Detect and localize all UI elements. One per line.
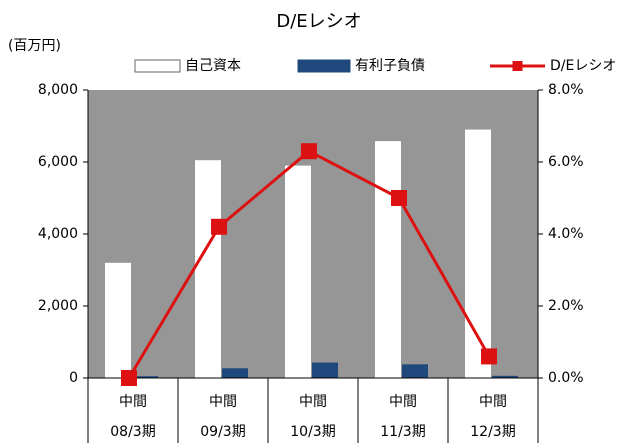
legend-label: 自己資本 bbox=[185, 58, 241, 74]
line-marker bbox=[121, 370, 137, 386]
legend-label: 有利子負債 bbox=[355, 58, 425, 74]
y2-tick-label: 6.0% bbox=[548, 154, 584, 170]
x-tick-label: 11/3期 bbox=[380, 424, 425, 440]
bar bbox=[105, 262, 131, 378]
line-marker bbox=[391, 190, 407, 206]
y-tick-label: 6,000 bbox=[38, 154, 78, 170]
y-axis-label: (百万円) bbox=[8, 38, 61, 54]
line-marker bbox=[301, 143, 317, 160]
y2-tick-label: 4.0% bbox=[548, 226, 584, 242]
y-tick-label: 0 bbox=[69, 370, 78, 386]
y2-tick-label: 0.0% bbox=[548, 370, 584, 386]
bar bbox=[492, 375, 518, 378]
x-tick-label: 10/3期 bbox=[290, 424, 335, 440]
bar bbox=[312, 362, 338, 378]
y2-tick-label: 2.0% bbox=[548, 298, 584, 314]
bar bbox=[195, 160, 221, 378]
line-marker bbox=[481, 348, 497, 365]
bar bbox=[222, 368, 248, 378]
bar bbox=[402, 364, 428, 378]
y-tick-label: 8,000 bbox=[38, 82, 78, 98]
legend-marker bbox=[512, 61, 523, 71]
bar bbox=[375, 141, 401, 378]
legend-swatch bbox=[134, 59, 181, 73]
x-tick-label: 中間 bbox=[299, 394, 327, 410]
y2-tick-label: 8.0% bbox=[548, 82, 584, 98]
y-tick-label: 2,000 bbox=[38, 298, 78, 314]
x-tick-label: 中間 bbox=[389, 394, 417, 410]
chart-title: D/Eレシオ bbox=[276, 11, 361, 32]
x-tick-label: 12/3期 bbox=[470, 424, 515, 440]
bar bbox=[285, 165, 311, 378]
x-tick-label: 09/3期 bbox=[200, 424, 245, 440]
line-marker bbox=[211, 218, 227, 235]
bar bbox=[465, 129, 491, 378]
y-tick-label: 4,000 bbox=[38, 226, 78, 242]
x-tick-label: 中間 bbox=[119, 394, 147, 410]
legend-swatch bbox=[297, 59, 351, 73]
plot-area bbox=[88, 90, 538, 378]
legend-label: D/Eレシオ bbox=[550, 58, 616, 74]
bar bbox=[132, 376, 158, 378]
x-tick-label: 08/3期 bbox=[110, 424, 155, 440]
x-tick-label: 中間 bbox=[209, 394, 237, 410]
x-tick-label: 中間 bbox=[479, 394, 507, 410]
